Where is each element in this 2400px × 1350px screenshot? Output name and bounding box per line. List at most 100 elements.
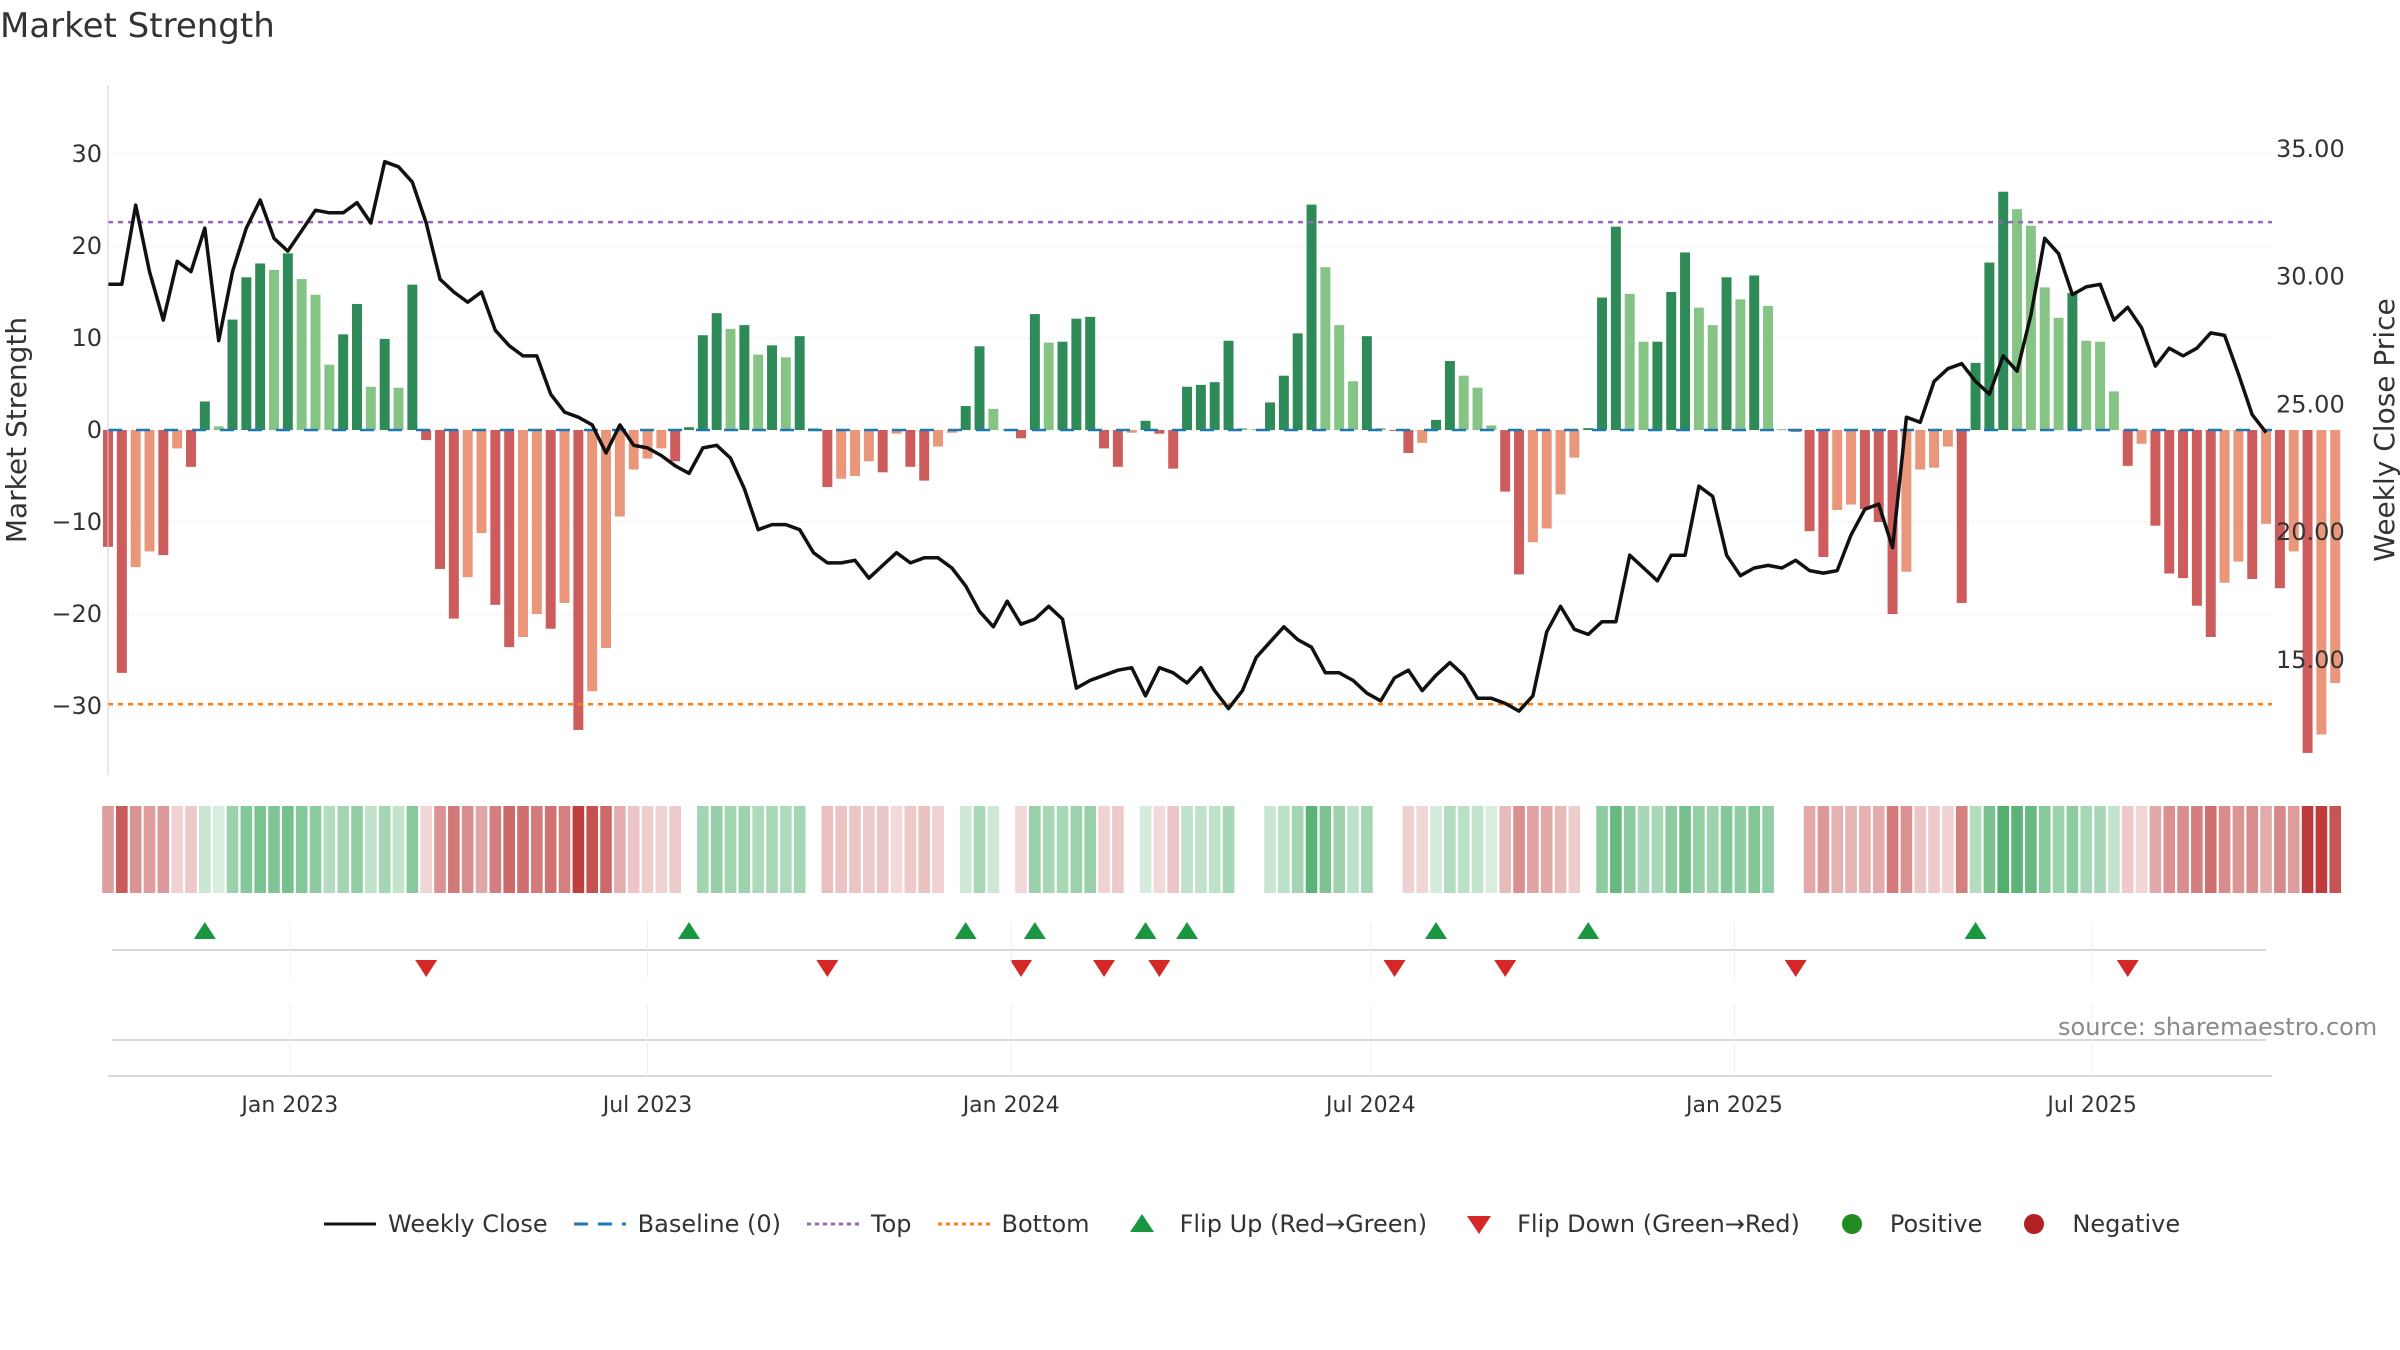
strength-bar	[1776, 429, 1787, 431]
strength-bar	[324, 364, 335, 430]
heat-cell	[295, 806, 308, 893]
heat-cell	[1942, 806, 1954, 893]
strength-bar	[1721, 277, 1732, 430]
strength-bar	[1140, 420, 1151, 430]
dashed-line-icon	[570, 1209, 630, 1239]
legend-item-flip-up: Flip Up (Red→Green)	[1112, 1209, 1427, 1239]
strength-bar	[739, 325, 750, 430]
heat-cell	[1969, 806, 1982, 893]
strength-bar	[850, 430, 861, 476]
triangle-down-icon	[1449, 1209, 1509, 1239]
heat-cell	[752, 806, 764, 893]
heat-cell	[1568, 806, 1581, 893]
strength-bar	[199, 401, 210, 430]
heat-cell	[102, 806, 114, 893]
strength-bar	[780, 357, 791, 430]
heat-cell	[1734, 806, 1747, 893]
heat-cell	[946, 806, 958, 893]
strength-bar	[2025, 225, 2036, 430]
strength-bar	[1292, 333, 1303, 430]
legend-label: Baseline (0)	[637, 1210, 782, 1238]
strength-bar	[794, 336, 805, 430]
strength-bar	[614, 430, 625, 517]
strength-bar	[186, 430, 196, 467]
strength-bar	[1016, 430, 1027, 439]
strength-bar	[2302, 430, 2313, 753]
strength-bar	[1680, 252, 1691, 430]
strength-bar	[1403, 430, 1414, 453]
heat-cell	[2218, 806, 2231, 893]
chart-title: Market Strength	[0, 6, 275, 46]
strength-bar	[711, 313, 722, 430]
strength-bar	[1624, 293, 1635, 430]
strength-bar	[2330, 430, 2341, 683]
strength-bar	[1652, 341, 1663, 430]
strength-bar	[2191, 430, 2202, 606]
strength-bar	[1597, 297, 1608, 430]
heat-cell	[1914, 806, 1927, 893]
strength-bar	[531, 430, 542, 614]
strength-bar	[836, 430, 847, 479]
heat-cell	[1056, 806, 1069, 893]
heat-cell	[1928, 806, 1940, 893]
heat-cell	[1789, 806, 1802, 893]
heat-cell	[212, 806, 225, 893]
strength-bar	[1361, 336, 1372, 430]
strength-bar	[144, 430, 155, 552]
heat-cell	[1222, 806, 1235, 893]
flip-down-marker	[1784, 960, 1807, 977]
flip-down-marker	[1010, 960, 1033, 977]
strength-bar	[670, 430, 681, 462]
heat-strip	[102, 806, 2342, 893]
strength-bar	[269, 269, 279, 430]
strength-bar	[1112, 430, 1123, 467]
legend-label: Negative	[2072, 1210, 2181, 1238]
strength-bar	[559, 430, 570, 603]
heat-cell	[1208, 806, 1221, 893]
strength-bar	[1223, 340, 1234, 430]
strength-bar	[2233, 430, 2244, 562]
heat-cell	[254, 806, 266, 893]
strength-bar	[213, 426, 224, 430]
strength-bar	[642, 430, 653, 459]
circle-icon	[2004, 1209, 2064, 1239]
legend-item-top: Top	[803, 1209, 912, 1239]
heat-cell	[503, 806, 515, 893]
strength-bar	[656, 430, 667, 449]
heat-cell	[683, 806, 695, 893]
y2-tick-label: 20.00	[2276, 518, 2345, 546]
heat-cell	[240, 806, 253, 893]
strength-bar	[1984, 262, 1995, 430]
heat-cell	[1153, 806, 1166, 893]
strength-bar	[1901, 430, 1912, 572]
heat-cell	[1430, 806, 1442, 893]
strength-bar	[933, 430, 944, 447]
flip-up-marker	[193, 922, 216, 939]
strength-bar	[1998, 191, 2009, 430]
heat-cell	[1776, 806, 1788, 893]
y2-tick-label: 30.00	[2276, 263, 2345, 291]
y-tick-label: −10	[51, 508, 102, 536]
strength-bar	[1707, 325, 1718, 430]
heat-cell	[780, 806, 792, 893]
strength-bar	[1818, 430, 1829, 557]
heat-cell	[282, 806, 294, 893]
strength-bar	[158, 430, 169, 556]
strength-bar	[1942, 430, 1953, 447]
strength-bar	[822, 430, 833, 488]
legend: Weekly Close Baseline (0) Top Bottom Flip Up…	[320, 1204, 2202, 1244]
strength-bar	[504, 430, 515, 648]
strength-bar	[587, 430, 598, 692]
strength-bar	[1846, 430, 1857, 505]
strength-bar	[1486, 425, 1497, 430]
x-tick-label: Jan 2024	[961, 1093, 1060, 1118]
y-tick-label: 0	[87, 416, 102, 444]
strength-bar	[1085, 316, 1096, 430]
heat-cell	[2274, 806, 2286, 893]
circle-icon	[1822, 1209, 1882, 1239]
strength-bar	[905, 430, 916, 467]
legend-item-bottom: Bottom	[934, 1209, 1090, 1239]
heat-cell	[1305, 806, 1318, 893]
heat-cell	[1333, 806, 1346, 893]
heat-cell	[2038, 806, 2051, 893]
